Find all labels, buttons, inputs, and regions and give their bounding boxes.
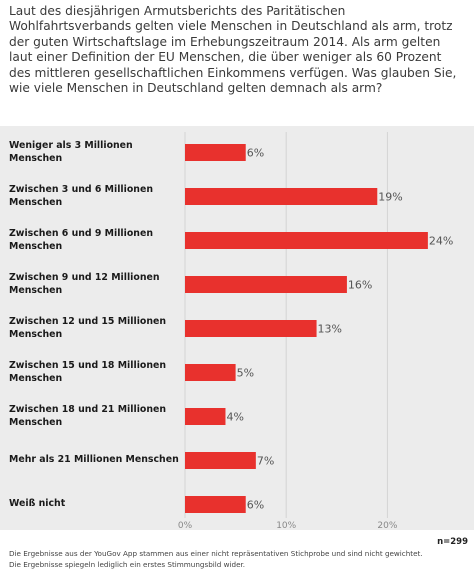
x-tick-label: 20% — [377, 521, 397, 530]
value-label: 4% — [226, 411, 243, 424]
category-label: Zwischen 15 und 18 Millionen Menschen — [9, 360, 167, 384]
value-label: 19% — [378, 191, 402, 204]
bar — [185, 408, 226, 425]
category-label: Zwischen 18 und 21 Millionen Menschen — [9, 404, 167, 428]
bar — [185, 452, 256, 469]
category-label: Mehr als 21 Millionen Menschen — [9, 454, 179, 466]
sample-size: n=299 — [437, 537, 468, 547]
value-label: 16% — [348, 279, 372, 292]
x-tick-label: 10% — [276, 521, 296, 530]
x-tick-label: 0% — [178, 521, 193, 530]
bar — [185, 496, 246, 513]
footnote-2: Die Ergebnisse spiegeln lediglich ein er… — [9, 560, 246, 569]
bar — [185, 232, 428, 249]
bar — [185, 188, 378, 205]
value-label: 13% — [318, 323, 342, 336]
category-label: Weniger als 3 Millionen Menschen — [9, 140, 133, 164]
bar — [185, 144, 246, 161]
bar — [185, 364, 236, 381]
value-label: 5% — [237, 367, 254, 380]
value-label: 6% — [247, 499, 264, 512]
bar — [185, 276, 347, 293]
category-label: Zwischen 12 und 15 Millionen Menschen — [9, 316, 167, 340]
bar-chart: 0% 10% 20% 6% 19% 24% 16% 13% 5% 4% 7% 6% — [178, 132, 453, 530]
footnote-1: Die Ergebnisse aus der YouGov App stamme… — [9, 549, 423, 558]
value-label: 6% — [247, 147, 264, 160]
category-label: Weiß nicht — [9, 498, 66, 510]
bar — [185, 320, 317, 337]
value-label: 7% — [257, 455, 274, 468]
category-label: Zwischen 9 und 12 Millionen Menschen — [9, 272, 160, 296]
value-label: 24% — [429, 235, 453, 248]
category-label: Zwischen 6 und 9 Millionen Menschen — [9, 228, 154, 252]
question-text: Laut des diesjährigen Armutsberichts des… — [9, 4, 457, 96]
category-label: Zwischen 3 und 6 Millionen Menschen — [9, 184, 154, 208]
